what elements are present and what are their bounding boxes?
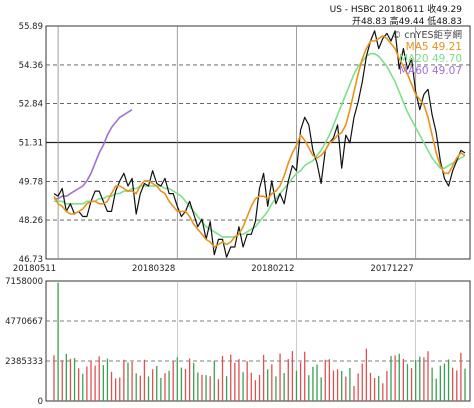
x-tick-label: 20180511 (13, 264, 56, 274)
x-tick-label: 20180212 (251, 264, 294, 274)
header-line-1: US - HSBC 20180611 收49.29 (330, 3, 463, 15)
price-lines (53, 30, 466, 258)
series-ma60 (54, 109, 133, 200)
watermark-text: © cnYES鉅亨網 (392, 29, 462, 41)
y-tick-label: 51.31 (19, 139, 43, 149)
y-tick-label: 48.26 (19, 216, 43, 226)
volume-grid-lines (46, 320, 470, 362)
y-tick-label: 46.73 (19, 255, 43, 265)
series-close (53, 30, 466, 258)
header-line-2: 开48.83 高49.44 低48.83 (352, 15, 462, 27)
volume-y-tick-label: 7158000 (5, 277, 43, 287)
volume-bars (53, 282, 466, 401)
y-tick-label: 54.36 (19, 61, 43, 71)
series-ma20 (54, 52, 466, 238)
x-tick-label: 20171227 (370, 264, 413, 274)
y-tick-label: 49.78 (19, 177, 43, 187)
legend-entry: MA20 49.70 (399, 53, 462, 65)
y-tick-label: 55.89 (19, 22, 43, 32)
volume-y-ticks: 7158000 4770667 2385333 0 (5, 277, 43, 407)
volume-y-tick-label: 2385333 (5, 357, 43, 367)
price-y-ticks: 55.89 54.36 52.84 51.31 49.78 48.26 46.73 (19, 22, 43, 265)
grid-lines (46, 26, 470, 401)
legend-entry: MA60 49.07 (399, 65, 462, 77)
x-ticks: 20171227 20180212 20180328 20180511 (13, 264, 414, 274)
y-tick-label: 52.84 (19, 100, 43, 110)
volume-panel-frame (45, 280, 471, 402)
series-ma5 (53, 35, 466, 248)
volume-y-tick-label: 0 (38, 397, 43, 407)
volume-y-tick-label: 4770667 (5, 317, 43, 327)
legend-entry: MA5 49.21 (406, 41, 462, 53)
x-tick-label: 20180328 (132, 264, 175, 274)
